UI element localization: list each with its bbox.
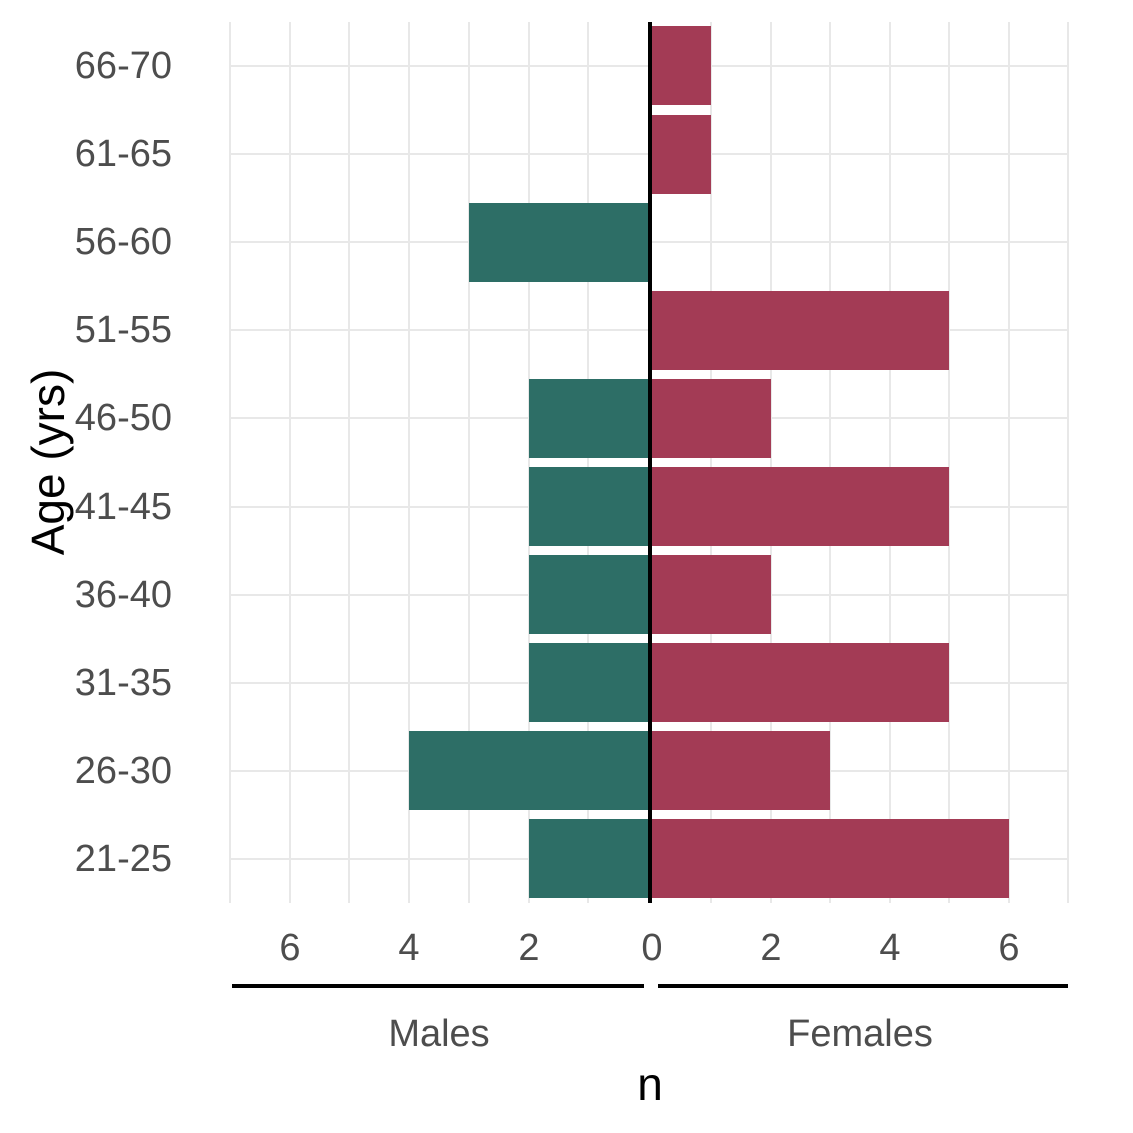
horizontal-gridline — [230, 65, 648, 67]
y-tick-label: 66-70 — [74, 45, 172, 87]
bar-males-31-35 — [529, 643, 648, 722]
x-tick-label: 2 — [760, 927, 782, 969]
vertical-gridline — [528, 22, 530, 903]
x-axis-title: n — [637, 1058, 663, 1110]
y-tick-label: 26-30 — [74, 750, 172, 792]
y-tick-label: 51-55 — [74, 309, 172, 351]
vertical-gridline — [468, 22, 470, 903]
bar-females-66-70 — [652, 26, 711, 105]
bar-males-46-50 — [529, 379, 648, 458]
horizontal-gridline — [230, 241, 648, 243]
y-tick-label: 36-40 — [74, 574, 172, 616]
bar-females-61-65 — [652, 115, 711, 194]
vertical-gridline — [289, 22, 291, 903]
horizontal-gridline — [230, 153, 648, 155]
bar-males-21-25 — [529, 819, 648, 898]
horizontal-gridline — [652, 770, 1068, 772]
horizontal-gridline — [230, 506, 648, 508]
vertical-gridline — [948, 22, 950, 903]
facet-label-males: Males — [388, 1013, 490, 1055]
x-tick-label: 0 — [641, 927, 663, 969]
vertical-gridline — [408, 22, 410, 903]
horizontal-gridline — [230, 417, 648, 419]
bar-females-26-30 — [652, 731, 830, 810]
horizontal-gridline — [230, 329, 648, 331]
horizontal-gridline — [230, 682, 648, 684]
horizontal-gridline — [230, 858, 648, 860]
y-tick-label: 46-50 — [74, 397, 172, 439]
bar-males-26-30 — [409, 731, 648, 810]
y-tick-label: 61-65 — [74, 133, 172, 175]
zero-axis-line — [648, 22, 652, 903]
vertical-gridline — [229, 22, 231, 903]
bar-females-46-50 — [652, 379, 771, 458]
vertical-gridline — [829, 22, 831, 903]
axis-line-males — [232, 984, 644, 988]
vertical-gridline — [889, 22, 891, 903]
vertical-gridline — [710, 22, 712, 903]
x-tick-label: 6 — [279, 927, 301, 969]
horizontal-gridline — [652, 153, 1068, 155]
bar-females-51-55 — [652, 291, 949, 370]
bar-males-36-40 — [529, 555, 648, 634]
horizontal-gridline — [652, 417, 1068, 419]
horizontal-gridline — [652, 241, 1068, 243]
bar-females-21-25 — [652, 819, 1009, 898]
y-tick-label: 41-45 — [74, 486, 172, 528]
axis-line-females — [658, 984, 1068, 988]
vertical-gridline — [770, 22, 772, 903]
horizontal-gridline — [652, 65, 1068, 67]
panel-females — [652, 22, 1069, 903]
vertical-gridline — [348, 22, 350, 903]
bar-females-36-40 — [652, 555, 771, 634]
y-tick-label: 56-60 — [74, 221, 172, 263]
vertical-gridline — [1067, 22, 1069, 903]
bar-males-56-60 — [469, 203, 648, 282]
x-tick-label: 4 — [879, 927, 901, 969]
y-tick-label: 21-25 — [74, 838, 172, 880]
horizontal-gridline — [230, 594, 648, 596]
x-tick-label: 2 — [518, 927, 540, 969]
y-tick-label: 31-35 — [74, 662, 172, 704]
panel-males — [229, 22, 648, 903]
x-tick-label: 4 — [398, 927, 420, 969]
bar-females-31-35 — [652, 643, 949, 722]
y-axis-title: Age (yrs) — [22, 368, 74, 556]
vertical-gridline — [587, 22, 589, 903]
bar-females-41-45 — [652, 467, 949, 546]
facet-label-females: Females — [787, 1013, 933, 1055]
bar-males-41-45 — [529, 467, 648, 546]
vertical-gridline — [1008, 22, 1010, 903]
horizontal-gridline — [652, 594, 1068, 596]
x-tick-label: 6 — [998, 927, 1020, 969]
